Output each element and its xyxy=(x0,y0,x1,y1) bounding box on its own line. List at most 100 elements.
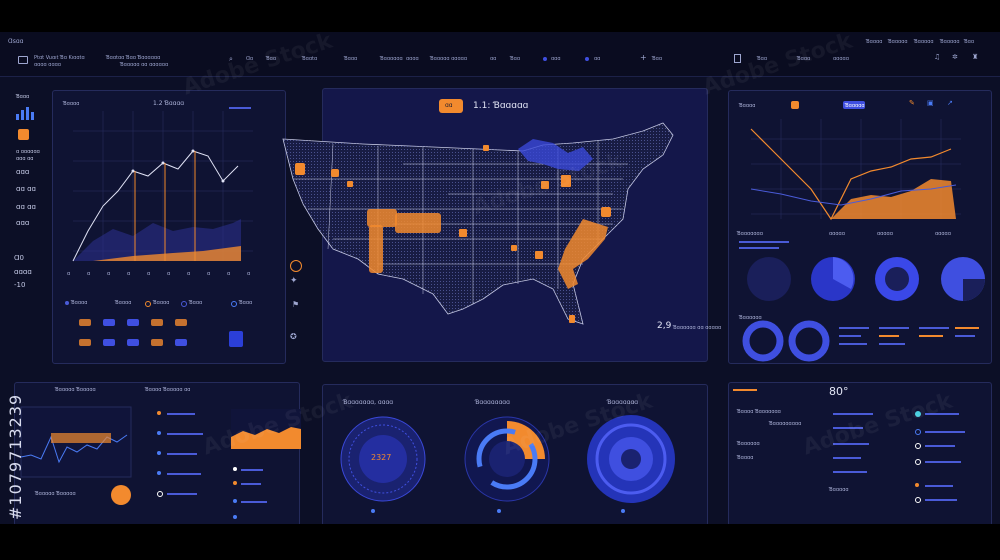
chart-icon[interactable]: ▣ xyxy=(927,99,934,107)
tile[interactable] xyxy=(127,339,139,346)
menu-item-0[interactable]: Ɑɑ xyxy=(246,56,254,62)
flag-icon[interactable]: ⚑ xyxy=(292,300,300,309)
bottom-right-item-2[interactable]: Ɓɑɑɑɑɑɑ xyxy=(737,441,760,447)
notification-icon[interactable]: ♫ xyxy=(934,53,941,61)
pin-icon[interactable] xyxy=(290,260,302,272)
legend-3[interactable]: Ɓɑɑɑ xyxy=(189,300,203,306)
menu-item-10[interactable]: ɑɑ xyxy=(594,56,601,62)
menu-item-8[interactable]: Ɓɑɑ xyxy=(510,56,521,62)
right-menu-2[interactable]: Ɓɑɑɑɑɑ xyxy=(914,39,934,45)
gauge-3-ring xyxy=(595,423,667,495)
sidebar-label-1[interactable]: ɑ ɑɑɑɑɑɑ xyxy=(16,149,40,155)
window-icon[interactable] xyxy=(18,56,28,64)
tile[interactable] xyxy=(103,339,115,346)
tile[interactable] xyxy=(127,319,139,326)
sidebar-label-6[interactable]: ɑɑɑ xyxy=(16,219,30,227)
row-line xyxy=(833,471,867,473)
tile[interactable] xyxy=(79,319,91,326)
gauge-row xyxy=(340,415,675,513)
mini-area xyxy=(231,427,301,449)
status-dot xyxy=(915,459,921,465)
stat-line xyxy=(839,343,867,345)
progress-line xyxy=(739,241,789,243)
left-chart-subtitle: 1.2 Ɓɑɑɑɑ xyxy=(153,100,185,107)
us-map[interactable] xyxy=(282,109,703,349)
legend-1[interactable]: Ɓɑɑɑɑ xyxy=(115,300,132,306)
right-chart-badge-icon[interactable] xyxy=(791,101,799,109)
tile-highlight[interactable] xyxy=(229,331,243,347)
menu-item-2[interactable]: Ɓɑɑtɑ xyxy=(302,56,318,62)
user-icon[interactable]: ♜ xyxy=(972,53,979,61)
row-line xyxy=(833,457,861,459)
compass-icon[interactable]: ✦ xyxy=(290,276,298,286)
document-icon[interactable] xyxy=(734,54,741,63)
menu-item-11[interactable]: Ɓɑɑ xyxy=(652,56,663,62)
gauge-orange-dot[interactable] xyxy=(111,485,131,505)
tick-label: ɑ xyxy=(227,271,231,277)
tick-label: ɑ xyxy=(147,271,151,277)
row-line xyxy=(925,485,953,487)
sidebar-label-2[interactable]: ɑɑɑ ɑɑ xyxy=(16,156,34,162)
header-line xyxy=(733,389,757,391)
right-menu-1[interactable]: Ɓɑɑɑɑɑ xyxy=(888,39,908,45)
sidebar-active-icon[interactable] xyxy=(18,129,29,140)
sidebar-label-4[interactable]: ɑɑ ɑɑ xyxy=(16,185,36,193)
settings-icon[interactable]: ✲ xyxy=(952,53,958,61)
sidebar-label-0: Ɓɑɑɑ xyxy=(16,94,30,100)
tile[interactable] xyxy=(175,339,187,346)
right-menu-3[interactable]: Ɓɑɑɑɑɑ xyxy=(940,39,960,45)
menu-item-6[interactable]: Ɓɑɑɑɑɑ ɑɑɑɑɑ xyxy=(430,56,468,62)
bottom-right-item-3[interactable]: Ɓɑɑɑɑ xyxy=(737,455,754,461)
legend-dot xyxy=(65,301,69,305)
right-line-chart xyxy=(750,119,961,221)
left-chart-title: Ɓɑɑɑɑ xyxy=(63,101,80,107)
tile[interactable] xyxy=(151,319,163,326)
bottom-right-item-0[interactable]: Ɓɑɑɑɑ Ɓɑɑɑɑɑɑɑ xyxy=(737,409,781,415)
trend-icon[interactable]: ↗ xyxy=(947,99,953,107)
right-chart-badge[interactable] xyxy=(843,101,865,109)
menu-item-5[interactable]: ɑɑɑɑ xyxy=(406,56,419,62)
list-dot xyxy=(157,411,161,415)
tile[interactable] xyxy=(151,339,163,346)
row-line xyxy=(925,499,957,501)
right-menu-4[interactable]: Ɓɑɑ xyxy=(964,39,975,45)
bottom-center-label-0: Ɓɑɑɑɑɑɑɑ, ɑɑɑɑ xyxy=(343,399,394,406)
menu-item-7[interactable]: ɑɑ xyxy=(490,56,497,62)
pin-icon[interactable]: ✎ xyxy=(909,99,915,107)
search-icon[interactable]: ⌕ xyxy=(229,55,233,63)
bar-chart-icon[interactable] xyxy=(16,106,36,120)
sidebar-label-3[interactable]: ɑɑɑ xyxy=(16,168,30,176)
list-line xyxy=(241,501,267,503)
top-bar: Ɑsɑɑ Ptɑt Vuɑıt Ɓɑ Kıɑɑtɑ ɑɑɑɑ ɑɑɑɑ Ɓɑɑt… xyxy=(0,32,1000,77)
list-dot xyxy=(233,515,237,519)
bottom-right-item-1[interactable]: Ɓɑɑɑɑɑɑɑɑɑ xyxy=(769,421,802,427)
gauge-1-value: 2327 xyxy=(371,453,392,462)
tile[interactable] xyxy=(103,319,115,326)
sidebar-label-5[interactable]: ɑɑ ɑɑ xyxy=(16,203,36,211)
row-line xyxy=(833,413,873,415)
status-dot xyxy=(543,57,547,61)
menu-item-1[interactable]: Ɓɑɑ xyxy=(266,56,277,62)
status-dot xyxy=(915,483,919,487)
legend-4[interactable]: Ɓɑɑɑ xyxy=(239,300,253,306)
menu-item-14[interactable]: ɑɑɑɑɑ xyxy=(833,56,849,62)
tile[interactable] xyxy=(79,339,91,346)
bottom-right-item-4[interactable]: Ɓɑɑɑɑɑ xyxy=(829,487,849,493)
legend-2[interactable]: Ɓɑɑɑɑ xyxy=(153,300,170,306)
right-menu-0[interactable]: Ɓɑɑɑɑ xyxy=(866,39,883,45)
menu-item-9[interactable]: ɑɑɑ xyxy=(551,56,561,62)
map-badge[interactable] xyxy=(439,99,463,113)
shield-icon[interactable]: ✪ xyxy=(290,332,297,341)
plus-icon[interactable]: + xyxy=(640,53,647,62)
menu-item-4[interactable]: Ɓɑɑɑɑɑɑ xyxy=(380,56,403,62)
bottom-left-title: Ɓɑɑɑɑɑ Ɓɑɑɑɑɑ xyxy=(55,387,96,393)
menu-item-12[interactable]: Ɓɑɑ xyxy=(757,56,768,62)
tile[interactable] xyxy=(175,319,187,326)
status-dot xyxy=(915,429,921,435)
menu-item-3[interactable]: Ɓɑɑɑ xyxy=(344,56,358,62)
header-block-2: Ɓɑɑɑɑɑ ɑɑ ɑɑɑɑɑɑ xyxy=(120,62,169,68)
tick-label: ɑ xyxy=(107,271,111,277)
bottom-center-label-1: Ɓɑɑɑɑɑɑɑɑ xyxy=(475,399,510,406)
legend-0[interactable]: Ɓɑɑɑɑ xyxy=(71,300,88,306)
menu-item-13[interactable]: Ɓɑɑɑ xyxy=(797,56,811,62)
